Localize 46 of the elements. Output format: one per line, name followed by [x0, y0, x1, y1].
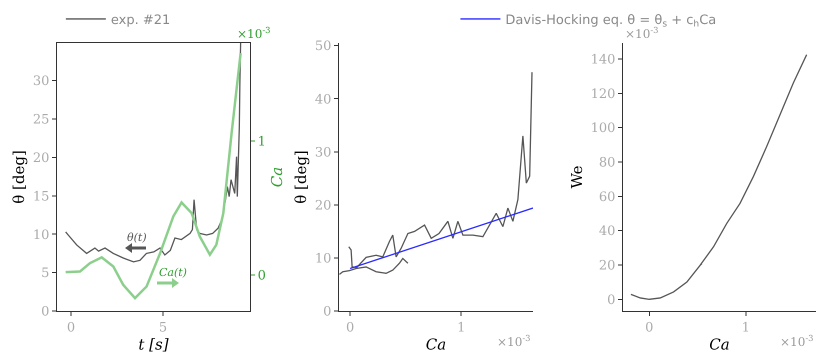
line-series — [64, 52, 242, 300]
text: ×10$^{-3}$ — [497, 333, 530, 350]
y-tick-label: 30 — [32, 74, 50, 90]
y-tick-label: 20 — [314, 198, 332, 214]
y-axis-title: We — [568, 165, 586, 189]
y-tick-label: 100 — [590, 121, 616, 136]
y-tick-label: 40 — [598, 224, 616, 240]
y-tick-label: 0 — [41, 304, 50, 320]
y-tick-label: 0 — [607, 292, 616, 308]
line-series — [65, 43, 242, 262]
text: ×10$^{-3}$ — [625, 25, 658, 42]
y-tick-label: 60 — [598, 190, 616, 205]
line-series — [630, 54, 808, 300]
y-axis-title: θ [deg] — [10, 150, 28, 204]
y-tick-label: 30 — [314, 145, 332, 160]
y2-tick-label: 0 — [258, 268, 266, 284]
y-tick-label: 50 — [314, 39, 332, 54]
x-tick-label: 1 — [457, 320, 466, 336]
y-tick-label: 5 — [41, 266, 50, 282]
y-tick-label: 10 — [314, 251, 332, 266]
text: ×10$^{-3}$ — [780, 333, 814, 350]
y-tick-label: 140 — [590, 52, 616, 68]
annotation: θ(t) — [127, 231, 147, 244]
annotation: Ca(t) — [159, 266, 187, 279]
text: ×10$^{-3}$ — [237, 25, 270, 42]
y-axis-title: θ [deg] — [292, 150, 310, 204]
y-tick-label: 20 — [598, 258, 616, 274]
y-tick-label: 120 — [590, 86, 616, 102]
x-axis-title: Ca — [709, 336, 730, 354]
y-tick-label: 40 — [314, 92, 332, 108]
x-tick-label: 1 — [742, 320, 750, 336]
x-tick-label: 0 — [66, 320, 76, 336]
legend-label: exp. #21 — [110, 13, 170, 28]
y2-axis-title: Ca — [268, 166, 286, 188]
x-tick-label: 0 — [346, 320, 354, 336]
y-tick-label: 80 — [598, 156, 616, 171]
y2-tick-label: 1 — [258, 134, 266, 150]
x-axis-title: Ca — [426, 336, 446, 354]
x-tick-label: 5 — [158, 320, 168, 336]
x-axis-title: t [s] — [138, 336, 169, 354]
y-tick-label: 25 — [32, 112, 50, 128]
y-tick-label: 15 — [32, 189, 50, 204]
y-tick-label: 10 — [32, 228, 50, 243]
x-tick-label: 0 — [645, 320, 654, 336]
y-tick-label: 20 — [32, 150, 50, 166]
y-tick-label: 0 — [323, 304, 332, 320]
